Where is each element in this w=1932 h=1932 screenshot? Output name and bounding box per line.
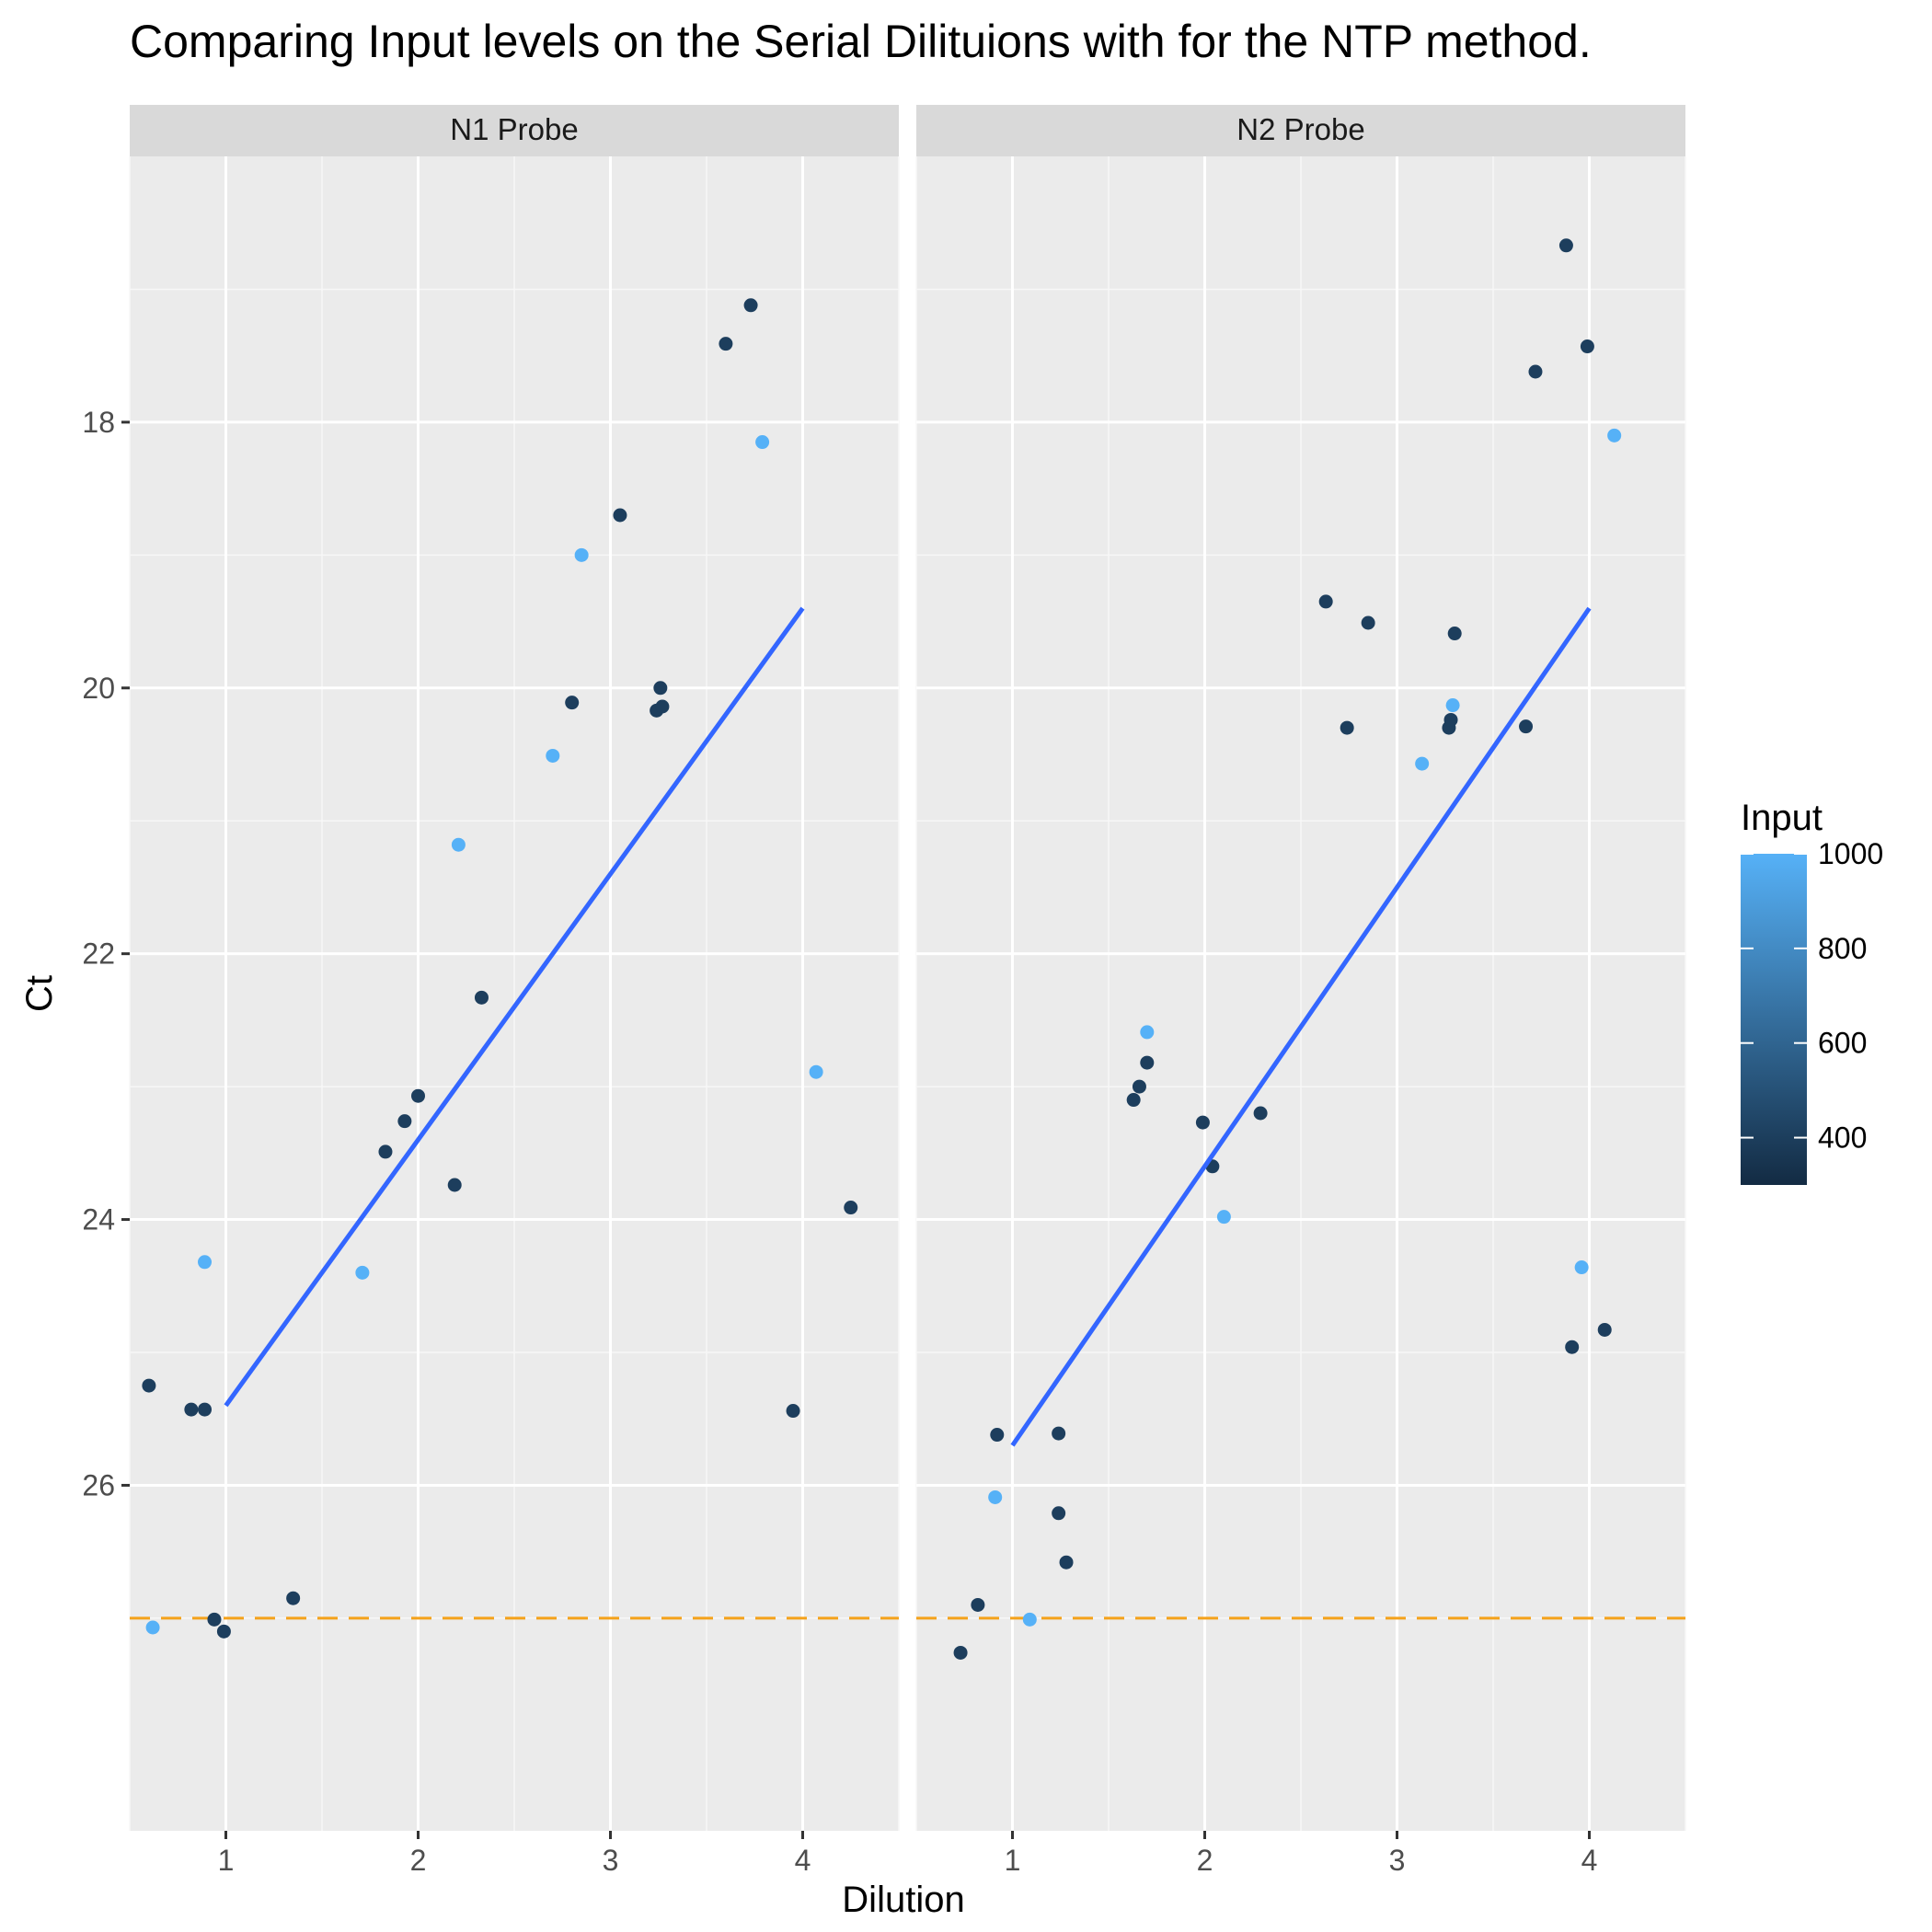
data-point	[1447, 627, 1462, 641]
data-point	[1253, 1106, 1268, 1121]
x-tick-label: 3	[603, 1844, 619, 1877]
data-point	[844, 1201, 858, 1215]
data-point	[1558, 238, 1573, 253]
data-point	[451, 837, 466, 852]
data-point	[1140, 1055, 1155, 1070]
data-point	[1445, 698, 1460, 713]
colorbar-label: 600	[1818, 1027, 1867, 1060]
data-point	[1607, 428, 1622, 443]
data-point	[1361, 615, 1375, 630]
data-point	[971, 1597, 985, 1612]
data-point	[809, 1064, 823, 1079]
data-point	[198, 1255, 213, 1270]
data-point	[1340, 720, 1354, 735]
x-tick-label: 1	[1005, 1844, 1021, 1877]
data-point	[546, 748, 560, 763]
chart-panels: N1 Probe 1 2 3 4 18 20 22 24 26 N2 Probe 1 2 3 4	[82, 105, 1686, 1877]
y-tick-label: 22	[82, 937, 115, 971]
y-tick-label: 18	[82, 406, 115, 439]
data-point	[355, 1265, 370, 1280]
data-point	[1195, 1115, 1210, 1130]
chart-title: Comparing Input levels on the Serial Dil…	[130, 16, 1592, 67]
regression-line	[1010, 606, 1592, 1447]
x-tick-label: 2	[410, 1844, 427, 1877]
data-point	[184, 1402, 199, 1417]
y-tick-label: 26	[82, 1468, 115, 1501]
data-point	[1052, 1426, 1066, 1441]
data-point	[1574, 1260, 1589, 1275]
data-point	[1318, 594, 1333, 609]
colorbar-label: 1000	[1818, 837, 1883, 870]
data-point	[743, 298, 758, 313]
data-point	[145, 1620, 160, 1635]
data-point	[574, 547, 589, 562]
data-point	[1059, 1555, 1074, 1570]
data-point	[565, 696, 580, 710]
data-point	[1022, 1612, 1037, 1627]
data-point	[719, 337, 733, 351]
data-point	[216, 1624, 231, 1639]
data-point	[1132, 1079, 1146, 1094]
data-point	[655, 699, 670, 714]
data-point	[447, 1178, 462, 1192]
data-point	[755, 435, 770, 450]
y-axis-title: Ct	[19, 975, 60, 1012]
facet-strip	[130, 105, 899, 156]
colorbar	[1741, 854, 1807, 1185]
facet-strip	[916, 105, 1685, 156]
data-point	[1126, 1093, 1141, 1108]
data-point	[1519, 719, 1534, 734]
color-legend: Input 400 600 800 1000	[1741, 798, 1883, 1185]
data-point	[613, 508, 627, 523]
data-point	[1565, 1340, 1580, 1354]
data-point	[1443, 712, 1458, 727]
facet-label: N2 Probe	[1236, 112, 1364, 146]
data-point	[988, 1489, 1003, 1504]
x-tick-label: 4	[795, 1844, 811, 1877]
panel-2: N2 Probe 1 2 3 4	[915, 105, 1686, 1877]
regression-line	[224, 606, 805, 1408]
x-tick-label: 1	[218, 1844, 235, 1877]
data-point	[1597, 1322, 1612, 1337]
colorbar-label: 400	[1818, 1121, 1867, 1155]
data-point	[198, 1402, 213, 1417]
y-tick-label: 20	[82, 672, 115, 705]
data-point	[1528, 364, 1543, 379]
data-point	[397, 1114, 412, 1129]
data-point	[1580, 339, 1594, 354]
x-tick-label: 2	[1197, 1844, 1213, 1877]
x-tick-label: 4	[1581, 1844, 1598, 1877]
data-point	[1415, 756, 1430, 771]
data-point	[953, 1645, 968, 1660]
x-axis-title: Dilution	[842, 1880, 964, 1920]
data-point	[378, 1144, 393, 1159]
data-point	[786, 1404, 800, 1419]
colorbar-label: 800	[1818, 932, 1867, 965]
data-point	[1052, 1506, 1066, 1521]
data-point	[411, 1088, 425, 1103]
panel-1: N1 Probe 1 2 3 4 18 20 22 24 26	[82, 105, 900, 1877]
data-point	[1140, 1025, 1155, 1040]
data-point	[142, 1378, 156, 1393]
y-tick-label: 24	[82, 1203, 115, 1236]
data-point	[990, 1428, 1005, 1443]
legend-title: Input	[1741, 798, 1823, 838]
data-point	[474, 990, 489, 1005]
data-point	[207, 1612, 222, 1627]
data-point	[653, 681, 668, 696]
facet-label: N1 Probe	[450, 112, 578, 146]
data-point	[1216, 1210, 1231, 1225]
x-tick-label: 3	[1389, 1844, 1406, 1877]
data-point	[286, 1591, 301, 1605]
